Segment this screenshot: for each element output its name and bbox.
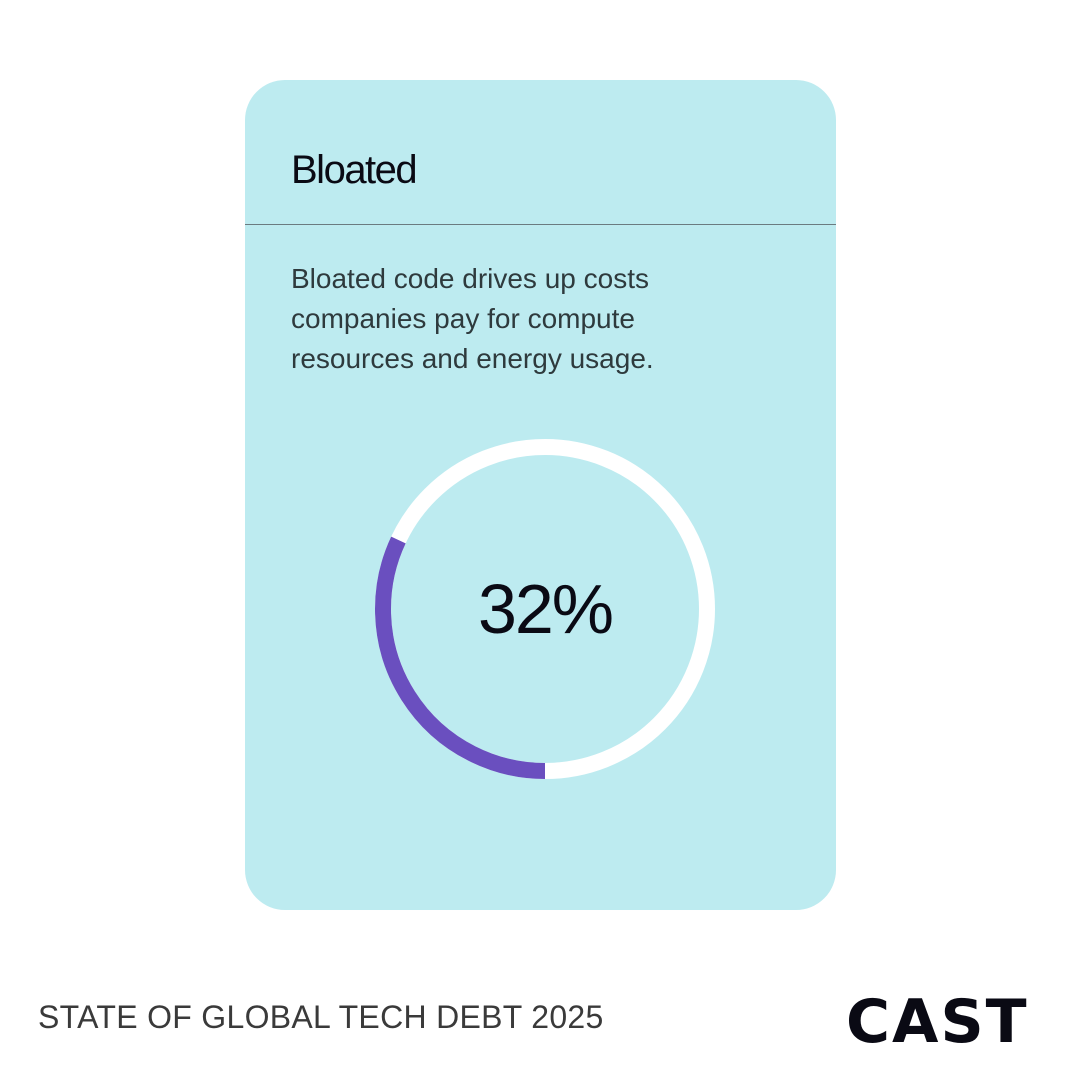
value-label: 32% — [478, 570, 612, 648]
card-description: Bloated code drives up costs companies p… — [291, 263, 654, 374]
logo: CAST — [846, 987, 1029, 1057]
divider — [245, 224, 836, 225]
card-title: Bloated — [291, 148, 418, 192]
footer-text: STATE OF GLOBAL TECH DEBT 2025 — [38, 999, 604, 1035]
donut-arc — [375, 536, 546, 779]
